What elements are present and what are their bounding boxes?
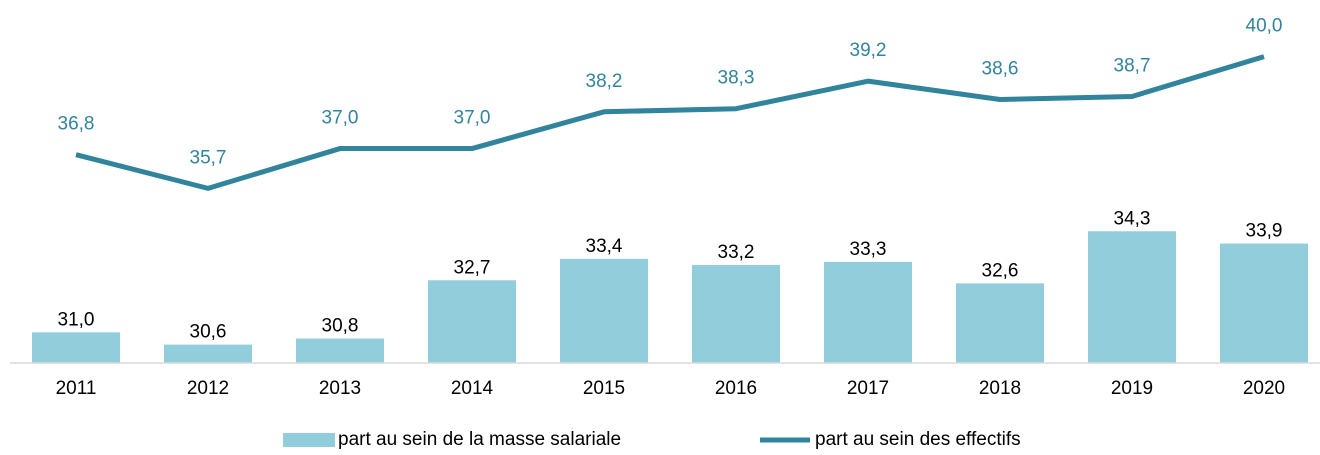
bar-value-label: 32,7: [454, 257, 491, 278]
line-value-label: 37,0: [322, 108, 359, 129]
bar-value-label: 30,8: [322, 316, 359, 337]
bar: [164, 344, 252, 363]
x-tick-label: 2014: [451, 378, 494, 399]
line-value-label: 38,7: [1114, 55, 1151, 76]
bar: [428, 280, 516, 363]
bar: [692, 264, 780, 363]
x-tick-label: 2017: [847, 378, 889, 399]
x-tick-label: 2013: [319, 378, 361, 399]
bar-value-label: 33,4: [586, 236, 623, 257]
legend-label: part au sein de la masse salariale: [338, 429, 621, 450]
bar-value-label: 32,6: [982, 260, 1019, 281]
bar-value-label: 33,9: [1246, 221, 1283, 242]
line-value-label: 35,7: [190, 147, 227, 168]
line-value-label: 38,3: [718, 68, 755, 89]
legend-label: part au sein des effectifs: [815, 429, 1021, 450]
line: [75, 54, 1265, 191]
x-tick-label: 2015: [583, 378, 625, 399]
bar: [824, 261, 912, 363]
x-tick-label: 2019: [1111, 378, 1153, 399]
legend-swatch: [283, 433, 335, 447]
line-value-label: 40,0: [1246, 16, 1283, 37]
bar-value-label: 31,0: [58, 309, 95, 330]
bar: [1088, 231, 1176, 363]
bar: [956, 283, 1044, 363]
bar-value-label: 33,2: [718, 242, 755, 263]
x-tick-label: 2018: [979, 378, 1021, 399]
bar: [32, 332, 120, 363]
bar-value-label: 33,3: [850, 239, 887, 260]
line-value-label: 36,8: [58, 114, 95, 135]
x-tick-label: 2020: [1243, 378, 1285, 399]
bar: [1220, 243, 1308, 363]
bar-value-label: 34,3: [1114, 208, 1151, 229]
line-value-label: 38,6: [982, 59, 1019, 80]
x-tick-label: 2011: [56, 378, 97, 399]
x-tick-label: 2016: [715, 378, 757, 399]
line-value-label: 38,2: [586, 71, 623, 92]
line-value-label: 39,2: [850, 40, 887, 61]
line-value-label: 37,0: [454, 108, 491, 129]
bar-value-label: 30,6: [190, 322, 227, 343]
bar: [296, 338, 384, 363]
x-tick-label: 2012: [187, 378, 229, 399]
bar: [560, 258, 648, 363]
